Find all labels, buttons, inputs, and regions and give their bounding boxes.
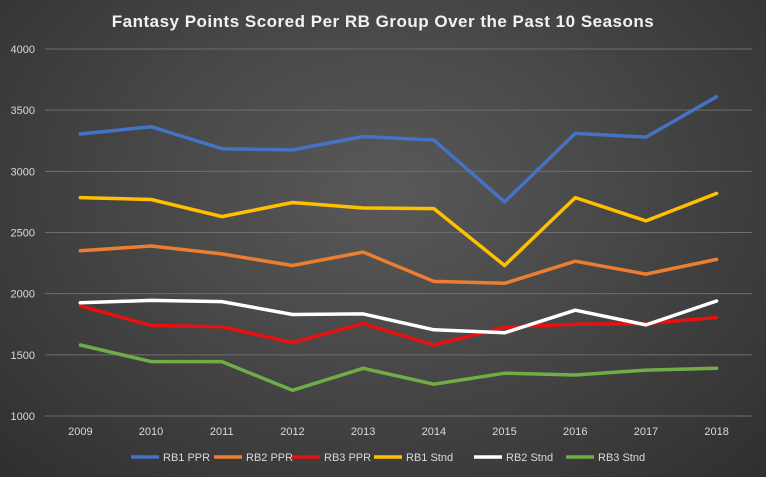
x-tick-label: 2017 (634, 426, 658, 438)
legend-label: RB1 PPR (163, 452, 210, 464)
x-tick-label: 2010 (139, 426, 163, 438)
series-line (78, 304, 719, 347)
x-tick-label: 2012 (280, 426, 304, 438)
series-line (78, 191, 719, 268)
x-tick-label: 2009 (68, 426, 92, 438)
legend: RB1 PPR RB2 PPR RB3 PPR RB1 Stnd RB2 Stnd RB3… (131, 452, 645, 464)
x-tick-label: 2014 (422, 426, 446, 438)
series-line (78, 94, 719, 204)
series-lines (78, 94, 719, 393)
series-rb1-ppr (78, 94, 719, 204)
gridlines (45, 48, 752, 417)
y-tick-label: 1500 (11, 350, 35, 362)
legend-label: RB3 PPR (324, 452, 371, 464)
legend-item: RB3 PPR (292, 452, 371, 464)
legend-item: RB3 Stnd (566, 452, 645, 464)
x-tick-label: 2016 (563, 426, 587, 438)
x-tick-label: 2018 (704, 426, 728, 438)
legend-label: RB1 Stnd (406, 452, 453, 464)
x-tick-label: 2013 (351, 426, 375, 438)
y-tick-label: 1000 (11, 411, 35, 423)
legend-label: RB2 PPR (246, 452, 293, 464)
series-rb3-ppr (78, 304, 719, 347)
legend-label: RB2 Stnd (506, 452, 553, 464)
series-line (78, 343, 719, 393)
series-rb2-stnd (78, 298, 719, 335)
legend-item: RB1 Stnd (374, 452, 453, 464)
series-line (78, 298, 719, 335)
legend-item: RB2 Stnd (474, 452, 553, 464)
x-tick-label: 2015 (492, 426, 516, 438)
legend-item: RB1 PPR (131, 452, 210, 464)
legend-item: RB2 PPR (214, 452, 293, 464)
x-tick-label: 2011 (210, 426, 234, 438)
y-tick-label: 3000 (11, 166, 35, 178)
series-rb1-stnd (78, 191, 719, 268)
x-axis-ticks: 2009 2010 2011 2012 2013 2014 2015 2016 2017 2018 (68, 426, 729, 438)
series-line (78, 244, 719, 286)
y-tick-label: 2500 (11, 228, 35, 240)
y-tick-label: 3500 (11, 105, 35, 117)
y-tick-label: 2000 (11, 289, 35, 301)
chart-title: Fantasy Points Scored Per RB Group Over … (112, 12, 655, 31)
legend-label: RB3 Stnd (598, 452, 645, 464)
series-rb2-ppr (78, 244, 719, 286)
series-rb3-stnd (78, 343, 719, 393)
y-axis-ticks: 1000 1500 2000 2500 3000 3500 4000 (11, 44, 35, 423)
y-tick-label: 4000 (11, 44, 35, 56)
